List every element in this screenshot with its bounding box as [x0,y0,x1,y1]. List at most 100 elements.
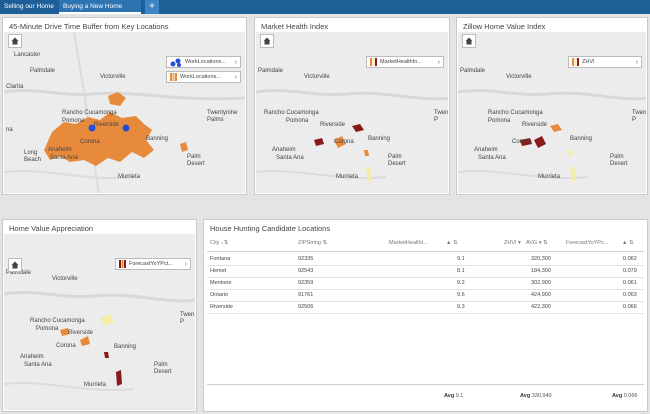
map-label: Corona [334,139,354,145]
map-label: Long Beach [24,150,42,163]
column-header-forecast-sort[interactable]: ▲ ⇅ [622,240,634,246]
cell-market-health: 9.3 [457,304,465,310]
map-label: Twen P [434,110,448,123]
column-header-city[interactable]: City ↓⇅ [210,240,229,246]
candidate-locations-table-panel: House Hunting Candidate Locations City ↓… [203,219,648,412]
map-label: Pomona [488,118,511,124]
home-icon [11,37,19,45]
legend-label: WorkLocations... [180,74,221,80]
map-label: Riverside [68,330,94,336]
cell-zhvi: 302,900 [531,280,551,286]
panel-title: House Hunting Candidate Locations [210,224,331,233]
cell-market-health: 9.2 [457,280,465,286]
home-button[interactable] [8,34,22,48]
map-label: Pomona [36,326,59,332]
map-label: Corona [80,139,100,145]
map-label: Palm Desert [610,154,628,167]
map-basemap [458,89,646,182]
cell-forecast: 0.079 [623,268,637,274]
map-label: Murrieta [538,174,561,180]
work-location-dot [122,124,130,132]
home-button[interactable] [260,34,274,48]
map-label: Corona [512,139,532,145]
footer-zhvi-avg: Avg 330,940 [520,393,552,399]
footer-market-health-avg: Avg 9.1 [444,393,463,399]
layer-legend-item[interactable]: ZHVI › [568,56,642,68]
map-label: Banning [146,136,169,142]
cell-forecast: 0.066 [623,304,637,310]
column-header-market-health[interactable]: MarketHealthI... [389,240,428,246]
map-label: Anaheim [474,147,498,153]
map-label: Murrieta [118,174,141,180]
home-button[interactable] [462,34,476,48]
map-label: Rancho Cucamonga [264,110,319,116]
cell-city: Hemet [210,268,227,274]
column-header-zhvi[interactable]: ZHVI ▾ [504,240,521,246]
table-row[interactable]: Fontana 92335 9.1 320,300 0.062 [207,254,644,266]
map-label: Murrieta [336,174,359,180]
legend-label: ForecastYoYPct... [129,261,173,267]
map-label: Palmdale [30,68,56,74]
map-label: Palm Desert [388,154,406,167]
table-row[interactable]: Hemet 92543 8.1 184,300 0.079 [207,266,644,278]
cell-zip: 92359 [298,280,314,286]
table-row[interactable]: Mentone 92359 9.2 302,900 0.061 [207,278,644,290]
home-icon [465,37,473,45]
map-label: Twen P [180,312,195,325]
cell-market-health: 9.6 [457,292,465,298]
zillow-index-map[interactable]: Palmdale Victorville Rancho Cucamonga Tw… [458,32,646,193]
cell-forecast: 0.061 [623,280,637,286]
orange-bars-icon [572,58,579,66]
column-header-zhvi-avg[interactable]: AVG ▾ ⇅ [526,240,548,246]
cell-zhvi: 184,300 [531,268,551,274]
column-header-zipstring[interactable]: ZIPString ⇅ [298,240,328,246]
map-basemap [256,89,448,182]
home-button[interactable] [8,258,22,272]
red-bars-icon [119,260,126,268]
footer-avg-value: 9.1 [455,393,464,399]
legend-label: WorkLocations... [185,59,226,65]
cell-city: Fontana [210,256,231,262]
cell-zhvi: 422,300 [531,304,551,310]
tab-buying-a-new-home[interactable]: Buying a New Home [59,0,141,14]
footer-avg-label: Avg [520,393,531,399]
layer-legend-item[interactable]: ForecastYoYPct... › [115,258,191,270]
home-value-appreciation-map[interactable]: Palmdale Victorville Rancho Cucamonga Tw… [4,234,195,410]
column-header-market-health-sort[interactable]: ▲ ⇅ [446,240,458,246]
map-label: Riverside [320,122,346,128]
legend-label: MarketHealthIn... [380,59,422,65]
cell-zip: 91761 [298,292,314,298]
layer-legend-item[interactable]: MarketHealthIn... › [366,56,444,68]
map-label: Twentynine Palms [207,110,238,123]
market-health-map[interactable]: Palmdale Victorville Rancho Cucamonga Tw… [256,32,448,193]
map-label: Santa Ana [24,362,52,368]
map-label: Victorville [506,74,532,80]
panel-title: Market Health Index [261,22,329,31]
drive-time-map[interactable]: Lancaster Palmdale Victorville Clarita T… [4,32,245,193]
map-label: Pomona [62,118,85,124]
cell-zip: 92506 [298,304,314,310]
column-header-forecast[interactable]: ForecastYoYPc... [566,240,609,246]
map-label: Victorville [304,74,330,80]
add-tab-button[interactable]: + [145,0,159,14]
layer-legend-item[interactable]: WorkLocations... › [166,56,241,68]
zillow-index-map-panel: Zillow Home Value Index Palmdale Victorv… [456,17,648,195]
market-health-map-panel: Market Health Index Palmdale Victorville… [254,17,450,195]
chevron-right-icon: › [635,58,638,66]
map-label: Murrieta [84,382,107,388]
panel-title: Zillow Home Value Index [463,22,546,31]
map-label: Victorville [100,74,126,80]
cell-city: Ontario [210,292,229,298]
cell-market-health: 8.1 [457,268,465,274]
map-label: Banning [114,344,137,350]
map-label: Santa Ana [50,155,78,161]
layer-legend-item[interactable]: WorkLocations... › [166,71,241,83]
home-icon [11,261,19,269]
table-row[interactable]: Ontario 91761 9.6 424,900 0.063 [207,290,644,302]
table-row[interactable]: Riverside 92506 9.3 422,300 0.066 [207,302,644,314]
tab-selling-our-home[interactable]: Selling our Home [0,0,58,14]
map-label: na [6,127,13,133]
footer-avg-value: 0.066 [623,393,638,399]
map-label: Clarita [6,84,24,90]
map-basemap [4,291,195,392]
